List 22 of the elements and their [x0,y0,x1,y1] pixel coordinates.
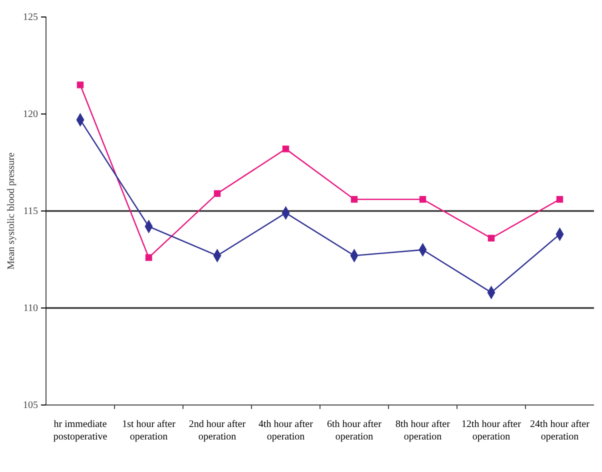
x-tick-label: hr immediate postoperative [53,419,108,442]
point [488,234,495,242]
point [214,190,221,197]
point [145,254,152,261]
y-tick-label: 105 [23,400,38,412]
x-tick-label: 12th hour after operation [462,419,522,442]
point [556,196,564,203]
point [419,196,426,203]
point [76,82,84,88]
point [282,146,290,152]
y-axis-title: Mean systolic blood pressure [6,152,17,270]
point [350,196,358,203]
x-tick-label: 2nd hour after operation [188,419,246,442]
y-tick-label: 120 [23,109,38,120]
x-tick-label: 6th hour after operation [327,419,382,442]
x-tick-label: 1st hour after operation [122,419,176,442]
y-tick-label: 125 [23,12,38,24]
x-tick-label: 8th hour after operation [396,419,451,442]
x-tick-label: 24th hour after operation [530,419,590,442]
y-tick-label: 115 [23,206,38,218]
x-tick-label: 4th hour after operation [258,419,314,442]
y-tick-label: 110 [23,303,38,314]
